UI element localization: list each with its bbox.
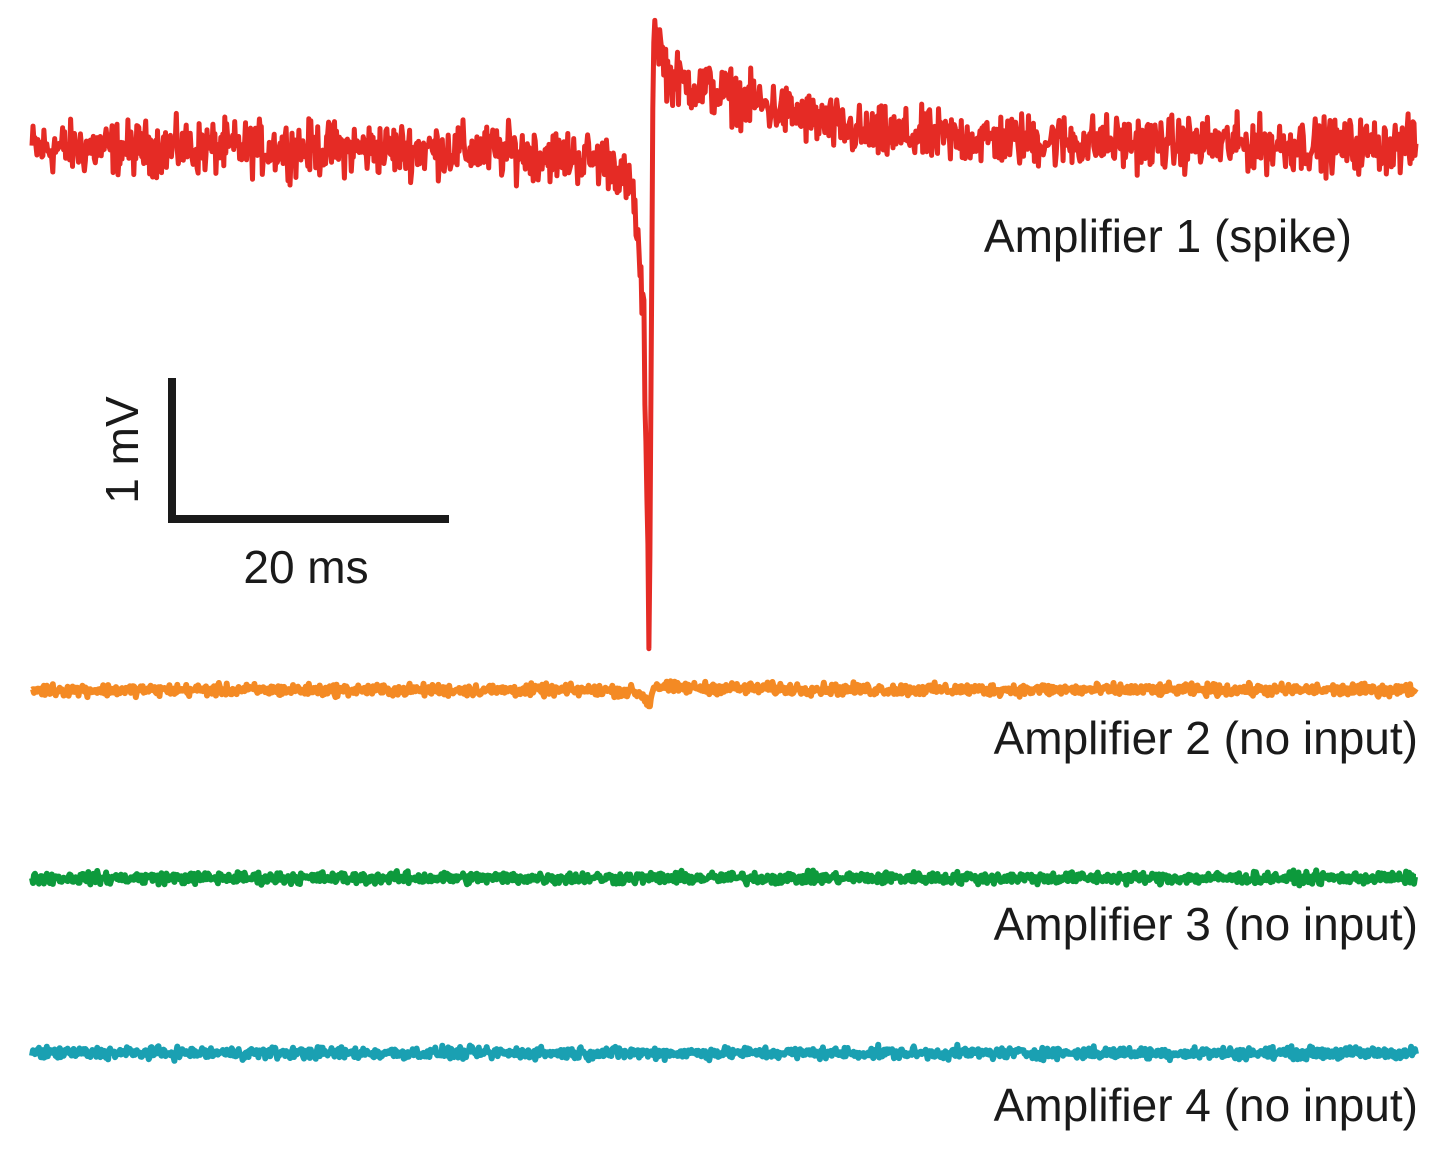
- series-label-2: Amplifier 2 (no input): [994, 712, 1418, 764]
- series-line-3: [29, 867, 1418, 889]
- scale-bar: 20 ms 1 mV: [96, 378, 449, 593]
- series-line-4: [29, 1041, 1419, 1064]
- series-label-3: Amplifier 3 (no input): [994, 898, 1418, 950]
- series-line-2: [30, 678, 1419, 710]
- series-label-1: Amplifier 1 (spike): [984, 210, 1352, 262]
- trace-labels: Amplifier 1 (spike) Amplifier 2 (no inpu…: [984, 210, 1418, 1131]
- series-label-4: Amplifier 4 (no input): [994, 1079, 1418, 1131]
- scale-bar-time-label: 20 ms: [243, 541, 368, 593]
- scale-bar-voltage-label: 1 mV: [96, 396, 148, 504]
- series-line-1: [29, 17, 1419, 652]
- trace-group: [29, 17, 1419, 1064]
